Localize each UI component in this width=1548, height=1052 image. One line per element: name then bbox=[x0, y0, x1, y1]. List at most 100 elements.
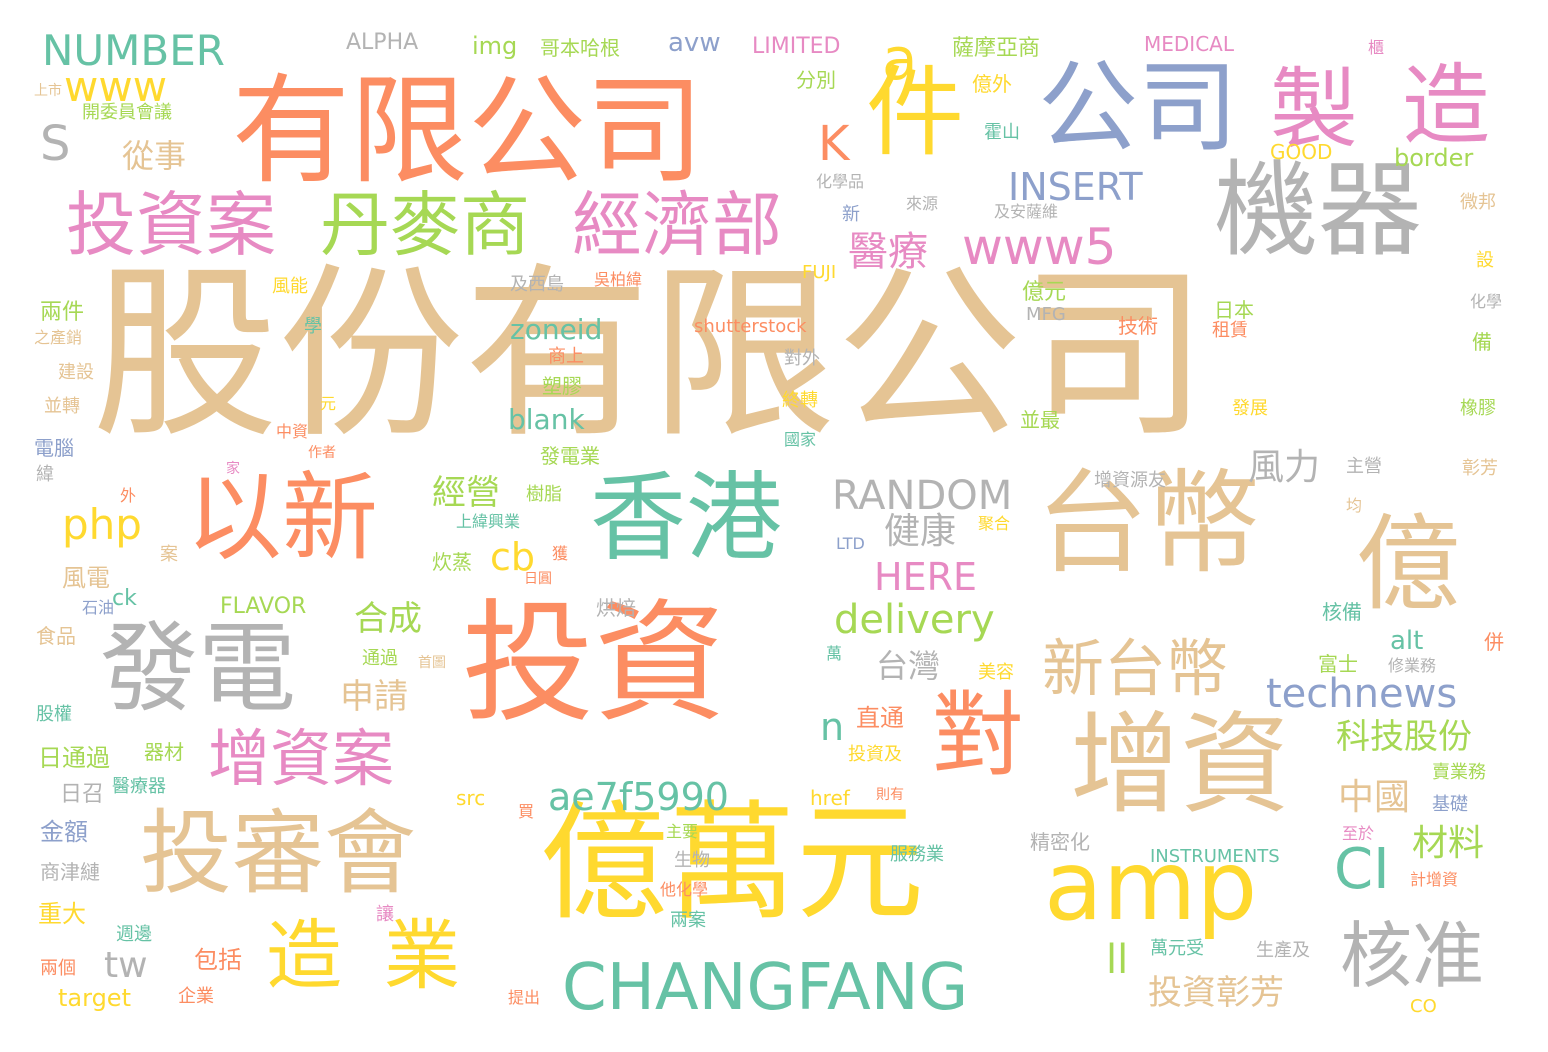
cloud-word: 經濟部 bbox=[572, 184, 782, 266]
cloud-word: 件 bbox=[866, 56, 965, 170]
cloud-word: 台幣 bbox=[1036, 459, 1260, 589]
cloud-word: 股權 bbox=[36, 704, 72, 725]
cloud-word: 食品 bbox=[36, 624, 76, 648]
cloud-word: 則有 bbox=[876, 787, 904, 803]
cloud-word: 風力 bbox=[1248, 447, 1321, 488]
cloud-word: 通過 bbox=[362, 648, 398, 669]
cloud-word: 億外 bbox=[972, 72, 1012, 96]
cloud-word: INSTRUMENTS bbox=[1150, 846, 1280, 867]
cloud-word: a bbox=[882, 25, 918, 93]
cloud-word: 樹脂 bbox=[526, 484, 562, 505]
cloud-word: 獲 bbox=[552, 544, 569, 563]
cloud-word: 讓 bbox=[376, 904, 394, 925]
cloud-word: 日本 bbox=[1214, 298, 1254, 322]
cloud-word: shutterstock bbox=[694, 316, 807, 337]
cloud-word: 富士 bbox=[1318, 652, 1358, 676]
cloud-word: 造 bbox=[266, 911, 342, 1000]
cloud-word: href bbox=[810, 786, 850, 810]
cloud-word: CI bbox=[1334, 837, 1390, 902]
cloud-word: 並最 bbox=[1020, 408, 1060, 432]
cloud-word: 材料 bbox=[1412, 823, 1485, 864]
cloud-word: 並轉 bbox=[44, 396, 80, 417]
cloud-word: 均 bbox=[1346, 496, 1363, 515]
cloud-word: 來源 bbox=[906, 194, 939, 213]
cloud-word: LTD bbox=[836, 534, 865, 553]
cloud-word: 中國 bbox=[1338, 777, 1411, 818]
cloud-word: 對外 bbox=[784, 348, 820, 369]
cloud-word: 開委員會議 bbox=[82, 102, 172, 123]
cloud-word: 技術 bbox=[1118, 314, 1158, 338]
cloud-word: 上市 bbox=[34, 83, 62, 99]
cloud-word: zoneid bbox=[510, 313, 603, 346]
cloud-word: 重大 bbox=[38, 900, 86, 928]
cloud-word: 合成 bbox=[354, 599, 422, 639]
cloud-word: 微邦 bbox=[1460, 192, 1496, 213]
cloud-word: ll bbox=[1106, 937, 1129, 983]
cloud-word: 修業務 bbox=[1388, 656, 1437, 675]
cloud-word: 健康 bbox=[884, 511, 957, 552]
cloud-word: n bbox=[820, 705, 845, 749]
cloud-word: 投資 bbox=[462, 587, 726, 741]
cloud-word: 新 bbox=[842, 204, 860, 225]
cloud-word: cb bbox=[490, 535, 536, 579]
cloud-word: 生產及 bbox=[1256, 940, 1310, 961]
cloud-word: 億萬元 bbox=[540, 789, 925, 938]
cloud-word: RANDOM bbox=[832, 473, 1013, 519]
cloud-word: avw bbox=[668, 28, 721, 58]
cloud-word: 電腦 bbox=[34, 436, 74, 460]
cloud-word: 聚合 bbox=[978, 514, 1011, 533]
cloud-word: 及安薩維 bbox=[994, 202, 1059, 221]
cloud-word: 中資 bbox=[276, 422, 309, 441]
cloud-word: 申請 bbox=[340, 677, 408, 717]
cloud-word: 兩案 bbox=[670, 910, 706, 931]
cloud-word: 哥本哈根 bbox=[540, 36, 620, 60]
cloud-word: 學 bbox=[304, 316, 322, 337]
cloud-word: 家 bbox=[226, 461, 240, 477]
cloud-word: 直通 bbox=[856, 704, 904, 732]
cloud-word: 租賃 bbox=[1212, 320, 1248, 341]
cloud-word: 提出 bbox=[508, 988, 541, 1007]
cloud-word: 他化學 bbox=[660, 880, 709, 899]
cloud-word: 薩摩亞商 bbox=[952, 36, 1041, 61]
cloud-word: 炊蒸 bbox=[432, 550, 472, 574]
cloud-word: 計增資 bbox=[1410, 870, 1459, 889]
cloud-word: 投資彰芳 bbox=[1148, 973, 1284, 1013]
cloud-word: 之產銷 bbox=[34, 328, 83, 347]
cloud-word: 醫療 bbox=[848, 229, 928, 275]
cloud-word: 億元 bbox=[1022, 280, 1067, 305]
cloud-word: tw bbox=[104, 945, 148, 986]
cloud-word: 經營 bbox=[432, 473, 500, 513]
cloud-word: 併 bbox=[1484, 630, 1504, 654]
cloud-word: CO bbox=[1410, 996, 1437, 1017]
cloud-word: 丹麥商 bbox=[320, 184, 530, 266]
cloud-word: FLAVOR bbox=[220, 594, 307, 619]
cloud-word: amp bbox=[1044, 830, 1258, 942]
cloud-word: 上緯興業 bbox=[456, 512, 521, 531]
cloud-word: 元 bbox=[320, 394, 337, 413]
cloud-word: 首圖 bbox=[418, 655, 446, 671]
cloud-word: LIMITED bbox=[752, 34, 841, 59]
cloud-word: 公司 bbox=[1038, 49, 1238, 166]
cloud-word: 風電 bbox=[62, 564, 110, 592]
cloud-word: 有限公司 bbox=[232, 62, 705, 200]
cloud-word: 主要 bbox=[666, 822, 699, 841]
cloud-word: 股份有限公司 bbox=[92, 246, 1209, 463]
cloud-word: INSERT bbox=[1008, 165, 1143, 209]
cloud-word: ae7f5990 bbox=[548, 775, 729, 819]
cloud-word: ALPHA bbox=[346, 30, 419, 55]
cloud-word: CHANGFANG bbox=[562, 951, 969, 1025]
cloud-word: 科技股份 bbox=[1336, 717, 1472, 757]
cloud-word: 及西島 bbox=[510, 274, 564, 295]
cloud-word: 從事 bbox=[122, 137, 187, 175]
cloud-word: 投資及 bbox=[848, 744, 902, 765]
cloud-word: 萬元受 bbox=[1150, 938, 1204, 959]
cloud-word: 兩個 bbox=[40, 958, 76, 979]
cloud-word: 石油 bbox=[82, 598, 115, 617]
cloud-word: 發電業 bbox=[540, 444, 600, 468]
cloud-word: 對 bbox=[932, 682, 1025, 789]
cloud-word: 生物 bbox=[674, 850, 710, 871]
cloud-word: 美容 bbox=[978, 662, 1014, 683]
cloud-word: 分別 bbox=[796, 68, 836, 92]
cloud-word: alt bbox=[1390, 626, 1424, 656]
cloud-word: MFG bbox=[1026, 304, 1066, 325]
